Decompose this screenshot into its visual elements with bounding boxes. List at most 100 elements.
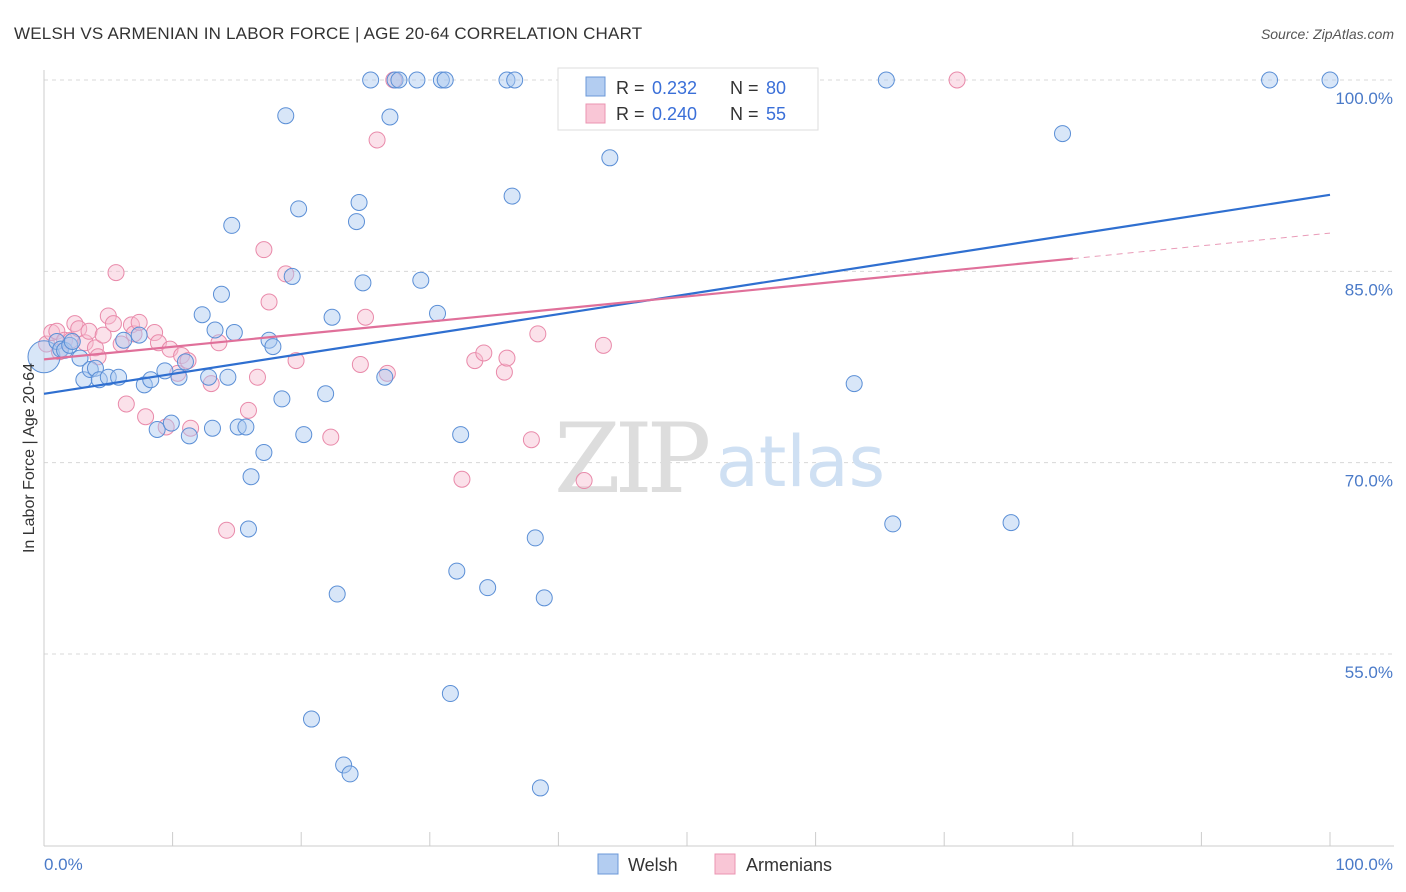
welsh-point xyxy=(193,306,211,324)
welsh-point xyxy=(180,427,198,445)
welsh-point xyxy=(86,359,104,377)
armenian-points xyxy=(38,71,966,539)
legend-armenian-n-label: N = xyxy=(730,104,759,124)
y-tick-label: 85.0% xyxy=(1345,280,1393,299)
y-tick-label: 100.0% xyxy=(1335,89,1393,108)
armenian-point xyxy=(80,322,98,340)
y-tick-label: 55.0% xyxy=(1345,663,1393,682)
watermark-atlas: atlas xyxy=(716,421,885,503)
welsh-point xyxy=(429,304,447,322)
armenian-point xyxy=(453,470,471,488)
welsh-point xyxy=(390,71,408,89)
y-tick-label: 70.0% xyxy=(1345,472,1393,491)
welsh-point xyxy=(142,371,160,389)
y-axis-label: In Labor Force | Age 20-64 xyxy=(21,363,38,553)
welsh-point xyxy=(354,274,372,292)
armenian-point xyxy=(248,368,266,386)
welsh-point xyxy=(63,332,81,350)
welsh-points xyxy=(27,71,1339,797)
armenian-point xyxy=(117,395,135,413)
welsh-point xyxy=(432,71,450,89)
welsh-point xyxy=(386,71,404,89)
armenian-point xyxy=(94,326,112,344)
welsh-point xyxy=(212,285,230,303)
bottom-legend-welsh-label: Welsh xyxy=(628,855,678,875)
welsh-point xyxy=(884,515,902,533)
armenian-point xyxy=(218,521,236,539)
gridlines xyxy=(44,79,1394,655)
armenian-point xyxy=(357,308,374,326)
welsh-point xyxy=(148,421,166,439)
y-tick-labels: 55.0% 70.0% 85.0% 100.0% xyxy=(1335,89,1393,682)
welsh-point xyxy=(506,71,524,89)
welsh-point xyxy=(362,71,380,89)
welsh-point xyxy=(347,213,365,231)
welsh-trend-line xyxy=(43,193,1331,395)
welsh-point xyxy=(115,331,133,349)
armenian-point xyxy=(594,336,612,354)
welsh-point xyxy=(323,308,341,326)
welsh-point xyxy=(242,468,260,486)
bottom-legend: Welsh Armenians xyxy=(597,853,832,875)
legend-welsh-swatch xyxy=(585,76,606,97)
welsh-point xyxy=(255,443,273,461)
welsh-point xyxy=(1321,71,1339,89)
armenian-point xyxy=(498,349,516,367)
x-tick-labels: 0.0% 100.0% xyxy=(44,855,1393,874)
welsh-point xyxy=(436,71,454,89)
welsh-point xyxy=(237,418,255,436)
armenian-trend-line xyxy=(43,257,1073,361)
armenian-point xyxy=(287,352,305,370)
welsh-point xyxy=(1261,71,1279,89)
legend-armenian-r-value: 0.240 xyxy=(652,104,697,124)
welsh-point xyxy=(176,353,194,371)
welsh-point xyxy=(535,589,553,607)
welsh-point xyxy=(206,321,224,339)
welsh-point xyxy=(350,193,368,211)
armenian-point xyxy=(107,264,125,282)
legend-armenian-n-value: 55 xyxy=(766,104,786,124)
welsh-point xyxy=(1054,125,1072,143)
legend-welsh-n-value: 80 xyxy=(766,78,786,98)
armenian-point xyxy=(495,363,513,381)
legend-welsh-n-label: N = xyxy=(730,78,759,98)
welsh-point xyxy=(526,529,544,547)
welsh-point xyxy=(479,579,497,597)
bottom-legend-armenian-label: Armenians xyxy=(746,855,832,875)
watermark-zip: ZIP xyxy=(554,403,709,515)
chart-title: WELSH VS ARMENIAN IN LABOR FORCE | AGE 2… xyxy=(14,24,642,43)
welsh-point xyxy=(264,338,282,356)
welsh-point xyxy=(408,71,426,89)
welsh-point xyxy=(200,368,218,386)
welsh-point xyxy=(877,71,895,89)
welsh-point xyxy=(223,216,241,234)
legend-armenian-r-label: R = xyxy=(616,104,645,124)
armenian-point xyxy=(322,428,340,446)
welsh-point xyxy=(99,368,117,386)
armenian-point xyxy=(137,408,155,426)
watermark: ZIP atlas xyxy=(554,403,885,515)
welsh-point xyxy=(225,324,243,342)
welsh-point xyxy=(328,585,346,603)
x-tick-marks xyxy=(43,832,1331,846)
armenian-point xyxy=(575,472,593,490)
legend: R = 0.232 N = 80 R = 0.240 N = 55 xyxy=(557,67,819,131)
welsh-point xyxy=(277,107,295,125)
armenian-point xyxy=(351,355,369,373)
x-tick-label: 100.0% xyxy=(1335,855,1393,874)
welsh-point xyxy=(601,149,619,167)
welsh-point xyxy=(845,375,863,393)
legend-welsh-r-label: R = xyxy=(616,78,645,98)
welsh-point xyxy=(203,419,221,437)
welsh-point xyxy=(71,349,89,367)
welsh-point xyxy=(412,271,430,289)
welsh-point xyxy=(531,779,549,797)
armenian-point xyxy=(529,325,547,343)
welsh-point xyxy=(283,267,301,285)
welsh-point xyxy=(239,520,257,538)
welsh-point xyxy=(381,108,399,126)
welsh-point xyxy=(219,368,237,386)
armenian-point xyxy=(368,131,386,149)
welsh-point xyxy=(376,368,394,386)
